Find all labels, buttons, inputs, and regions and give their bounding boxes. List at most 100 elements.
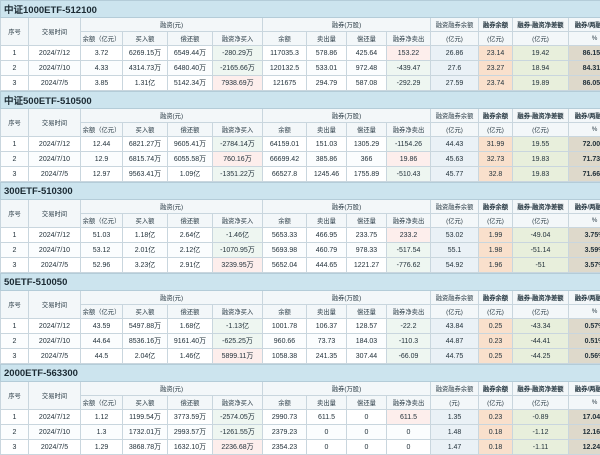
financing-buy[interactable]: 3868.78万 — [123, 440, 168, 455]
column-sub-header[interactable]: (亿元) — [431, 305, 479, 319]
column-group-header[interactable]: 序号 — [1, 18, 29, 46]
securities-repay[interactable]: 1221.27 — [347, 258, 387, 273]
securities-sell[interactable]: 241.35 — [307, 349, 347, 364]
column-sub-header[interactable]: 卖出量 — [307, 123, 347, 137]
column-sub-header[interactable]: 买入额 — [123, 305, 168, 319]
net-difference[interactable]: -44.25 — [513, 349, 569, 364]
financing-balance[interactable]: 1.29 — [81, 440, 123, 455]
column-sub-header[interactable]: 偿还额 — [168, 396, 213, 410]
total-margin-balance[interactable]: 44.87 — [431, 334, 479, 349]
securities-ratio[interactable]: 0.56% — [569, 349, 600, 364]
column-sub-header[interactable]: 余额（亿元） — [81, 396, 123, 410]
financing-buy[interactable]: 2.04亿 — [123, 349, 168, 364]
column-sub-header[interactable]: 偿还量 — [347, 396, 387, 410]
net-difference[interactable]: 19.89 — [513, 76, 569, 91]
total-margin-balance[interactable]: 27.6 — [431, 61, 479, 76]
securities-repay[interactable]: 307.44 — [347, 349, 387, 364]
trade-date[interactable]: 2024/7/12 — [29, 46, 81, 61]
securities-repay[interactable]: 1305.29 — [347, 137, 387, 152]
securities-amount[interactable]: 23.74 — [479, 76, 513, 91]
securities-sell[interactable]: 533.01 — [307, 61, 347, 76]
column-sub-header[interactable]: 卖出量 — [307, 32, 347, 46]
securities-amount[interactable]: 0.18 — [479, 440, 513, 455]
securities-net-sell[interactable]: 153.22 — [387, 46, 431, 61]
financing-net-buy[interactable]: 5899.11万 — [213, 349, 263, 364]
securities-net-sell[interactable]: -439.47 — [387, 61, 431, 76]
net-difference[interactable]: 19.55 — [513, 137, 569, 152]
column-group-header[interactable]: 融券(万股) — [263, 382, 431, 396]
column-group-header[interactable]: 融资融券余额 — [431, 18, 479, 32]
column-group-header[interactable]: 融券余额 — [479, 382, 513, 396]
column-group-header[interactable]: 融券-融资净差额 — [513, 18, 569, 32]
column-sub-header[interactable]: 融资净买入 — [213, 32, 263, 46]
column-sub-header[interactable]: (亿元) — [479, 123, 513, 137]
securities-ratio[interactable]: 84.31% — [569, 61, 600, 76]
securities-repay[interactable]: 233.75 — [347, 228, 387, 243]
securities-sell[interactable]: 611.5 — [307, 410, 347, 425]
securities-balance[interactable]: 5652.04 — [263, 258, 307, 273]
securities-ratio[interactable]: 3.57% — [569, 258, 600, 273]
column-sub-header[interactable]: 卖出量 — [307, 396, 347, 410]
net-difference[interactable]: -1.12 — [513, 425, 569, 440]
total-margin-balance[interactable]: 45.63 — [431, 152, 479, 167]
row-index[interactable]: 3 — [1, 349, 29, 364]
securities-net-sell[interactable]: 19.86 — [387, 152, 431, 167]
column-group-header[interactable]: 融资(元) — [81, 291, 263, 305]
financing-balance[interactable]: 12.97 — [81, 167, 123, 182]
financing-buy[interactable]: 1.31亿 — [123, 76, 168, 91]
column-group-header[interactable]: 融券-融资净差额 — [513, 200, 569, 214]
column-group-header[interactable]: 融资融券余额 — [431, 200, 479, 214]
net-difference[interactable]: -51 — [513, 258, 569, 273]
column-sub-header[interactable]: 偿还量 — [347, 32, 387, 46]
row-index[interactable]: 3 — [1, 258, 29, 273]
financing-repay[interactable]: 1632.10万 — [168, 440, 213, 455]
financing-buy[interactable]: 6269.15万 — [123, 46, 168, 61]
financing-buy[interactable]: 3.23亿 — [123, 258, 168, 273]
securities-ratio[interactable]: 3.59% — [569, 243, 600, 258]
securities-repay[interactable]: 184.03 — [347, 334, 387, 349]
securities-sell[interactable]: 1245.46 — [307, 167, 347, 182]
securities-sell[interactable]: 106.37 — [307, 319, 347, 334]
total-margin-balance[interactable]: 55.1 — [431, 243, 479, 258]
securities-balance[interactable]: 1058.38 — [263, 349, 307, 364]
securities-amount[interactable]: 1.98 — [479, 243, 513, 258]
row-index[interactable]: 2 — [1, 334, 29, 349]
column-sub-header[interactable]: % — [569, 123, 600, 137]
securities-balance[interactable]: 66699.42 — [263, 152, 307, 167]
securities-balance[interactable]: 5693.98 — [263, 243, 307, 258]
financing-net-buy[interactable]: -1070.95万 — [213, 243, 263, 258]
securities-ratio[interactable]: 86.15% — [569, 46, 600, 61]
securities-amount[interactable]: 32.73 — [479, 152, 513, 167]
financing-net-buy[interactable]: -2784.14万 — [213, 137, 263, 152]
securities-net-sell[interactable]: -22.2 — [387, 319, 431, 334]
column-sub-header[interactable]: 偿还量 — [347, 214, 387, 228]
securities-net-sell[interactable]: -776.62 — [387, 258, 431, 273]
trade-date[interactable]: 2024/7/10 — [29, 425, 81, 440]
securities-net-sell[interactable]: -1154.26 — [387, 137, 431, 152]
column-group-header[interactable]: 融资融券余额 — [431, 382, 479, 396]
financing-repay[interactable]: 9161.40万 — [168, 334, 213, 349]
net-difference[interactable]: 19.83 — [513, 152, 569, 167]
financing-net-buy[interactable]: -1261.55万 — [213, 425, 263, 440]
column-sub-header[interactable]: 余额 — [263, 305, 307, 319]
financing-net-buy[interactable]: 2236.68万 — [213, 440, 263, 455]
column-group-header[interactable]: 交易时间 — [29, 291, 81, 319]
total-margin-balance[interactable]: 44.43 — [431, 137, 479, 152]
trade-date[interactable]: 2024/7/10 — [29, 243, 81, 258]
securities-sell[interactable]: 385.86 — [307, 152, 347, 167]
column-group-header[interactable]: 融券(万股) — [263, 109, 431, 123]
column-sub-header[interactable]: (亿元) — [513, 32, 569, 46]
financing-repay[interactable]: 5142.34万 — [168, 76, 213, 91]
securities-balance[interactable]: 66527.8 — [263, 167, 307, 182]
securities-sell[interactable]: 460.79 — [307, 243, 347, 258]
column-sub-header[interactable]: 卖出量 — [307, 214, 347, 228]
financing-balance[interactable]: 12.44 — [81, 137, 123, 152]
net-difference[interactable]: 18.94 — [513, 61, 569, 76]
securities-amount[interactable]: 32.8 — [479, 167, 513, 182]
column-group-header[interactable]: 融券余额 — [479, 200, 513, 214]
securities-amount[interactable]: 0.18 — [479, 425, 513, 440]
row-index[interactable]: 1 — [1, 137, 29, 152]
column-group-header[interactable]: 融券/两融余额 — [569, 18, 600, 32]
